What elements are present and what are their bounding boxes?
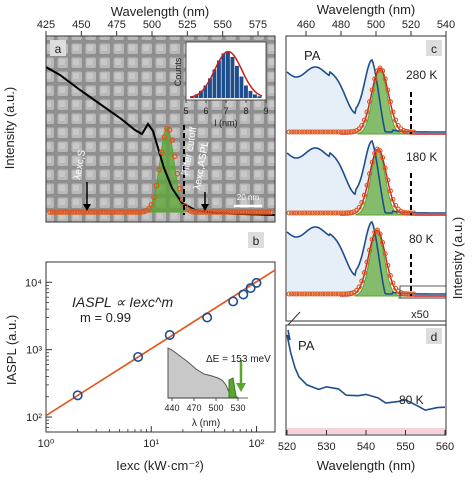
panel-d-tick-label: 560 — [436, 441, 454, 453]
panel-b-xlabel: Iexc (kW·cm⁻²) — [116, 458, 204, 473]
inset-b-tick-label: 470 — [186, 403, 201, 413]
histogram-bar — [249, 91, 253, 98]
histogram-tick-label: 5 — [183, 106, 188, 116]
panel-c-ylabel: Intensity (a.u.) — [450, 217, 465, 299]
temp-180: 180 K — [406, 150, 437, 164]
panel-d-tick-label: 540 — [357, 441, 375, 453]
histogram-bar — [240, 77, 244, 98]
inset-a-ylabel: Counts — [173, 57, 183, 86]
histogram-tick-label: 9 — [263, 106, 268, 116]
panel-d-xlabel: Wavelength (nm) — [317, 458, 416, 473]
inset-b-xlabel: λ (nm) — [192, 418, 220, 429]
panel-b-ytick-label: 10² — [26, 412, 42, 424]
panel-b-ytick-label: 10³ — [26, 345, 42, 357]
panel-a-top-tick-label: 525 — [178, 19, 196, 31]
inset-a-xlabel: l (nm) — [215, 118, 238, 128]
panel-b-xtick-label: 10⁰ — [38, 438, 55, 450]
inset-delta-label: ΔE = 153 meV — [206, 354, 271, 365]
panel-c-pa-label: PA — [304, 48, 321, 63]
panel-a-top-tick-label: 500 — [143, 19, 161, 31]
panel-b-ylabel: IASPL (a.u.) — [4, 315, 19, 385]
histogram-bar — [231, 57, 235, 98]
histogram-tick-label: 7 — [223, 106, 228, 116]
histogram-bar — [258, 96, 262, 98]
panel-a-top-axis-label: Wavelength (nm) — [111, 4, 210, 19]
panel-a-letter: a — [55, 42, 62, 56]
inset-b-tick-label: 500 — [208, 403, 223, 413]
panel-a-top-tick-label: 475 — [107, 19, 125, 31]
scale-bar-label: 20 nm — [237, 193, 260, 202]
panel-c: Wavelength (nm) 460 480 500 520 540 c PA 280… — [286, 2, 465, 321]
formula-label: IASPL ∝ Iexc^m — [72, 294, 173, 310]
m-value-label: m = 0.99 — [80, 310, 131, 325]
temp-280: 280 K — [406, 68, 437, 82]
inset-b-tick-label: 440 — [164, 403, 179, 413]
panel-c-top-tick-label: 520 — [402, 19, 420, 31]
x50-label: x50 — [411, 309, 429, 321]
panel-c-letter: c — [431, 42, 437, 56]
panel-d-tick-label: 550 — [396, 441, 414, 453]
temp-80: 80 K — [409, 232, 434, 246]
panel-a-top-tick-label: 550 — [213, 19, 231, 31]
panel-b-letter: b — [253, 234, 260, 248]
panel-d-pa-label: PA — [298, 338, 315, 353]
panel-c-top-axis-label: Wavelength (nm) — [317, 2, 416, 17]
panel-a-top-tick-label: 425 — [37, 19, 55, 31]
panel-a-top-ticks: 425 450 475 500 525 550 575 — [37, 19, 267, 36]
histogram-tick-label: 8 — [243, 106, 248, 116]
panel-b-xtick-label: 10¹ — [143, 438, 159, 450]
histogram-bar — [217, 61, 221, 99]
histogram-bar — [235, 66, 239, 98]
panel-d-letter: d — [431, 330, 438, 344]
panel-c-top-tick-label: 500 — [367, 19, 385, 31]
panel-c-top-ticks: 460 480 500 520 540 — [297, 19, 455, 36]
panel-c-top-tick-label: 540 — [437, 19, 455, 31]
panel-d: x50 d PA 80 K 520 530 540 550 560 Wavelength… — [278, 309, 454, 473]
panel-d-temp-label: 80 K — [399, 393, 424, 407]
panel-d-tick-label: 530 — [317, 441, 335, 453]
histogram-bar — [253, 94, 257, 98]
panel-a-top-tick-label: 575 — [249, 19, 267, 31]
panel-b: b 10⁰ 10¹ 10² 10² 10³ 10⁴ IASPL (a.u.) Iexc (… — [4, 232, 275, 473]
histogram-tick-label: 6 — [203, 106, 208, 116]
panel-a: Wavelength (nm) 425 450 475 500 525 550 575 a … — [2, 4, 275, 222]
panel-b-xtick-label: 10² — [249, 438, 265, 450]
histogram-bar — [222, 53, 226, 98]
panel-c-top-tick-label: 460 — [297, 19, 315, 31]
panel-c-top-tick-label: 480 — [332, 19, 350, 31]
histogram-bar — [226, 52, 230, 98]
inset-b-tick-label: 530 — [230, 403, 245, 413]
panel-a-ylabel: Intensity (a.u.) — [2, 87, 17, 169]
panel-d-tick-label: 520 — [278, 441, 296, 453]
panel-a-top-tick-label: 450 — [72, 19, 90, 31]
histogram-bar — [244, 86, 248, 99]
panel-b-ytick-label: 10⁴ — [25, 277, 42, 289]
